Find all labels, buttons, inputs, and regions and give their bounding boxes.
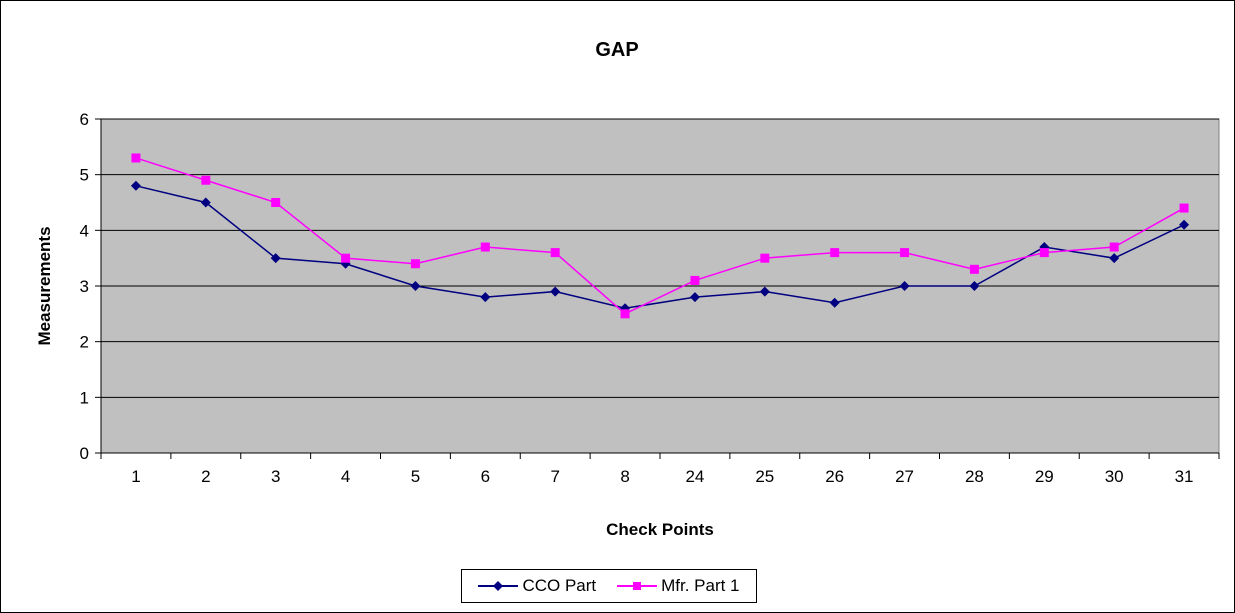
x-tick-label-4: 4: [341, 467, 350, 486]
legend-label-mfr-part-1: Mfr. Part 1: [661, 576, 739, 596]
point-s1-24: [690, 276, 699, 285]
point-s1-6: [481, 243, 490, 252]
y-tick-labels: 0 1 2 3 4 5 6: [80, 110, 89, 463]
legend-entry-cco-part: CCO Part: [478, 576, 596, 596]
x-tick-label-31: 31: [1175, 467, 1194, 486]
x-tick-label-1: 1: [131, 467, 140, 486]
point-s1-31: [1180, 204, 1189, 213]
legend: CCO Part Mfr. Part 1: [461, 569, 757, 603]
x-tick-label-8: 8: [620, 467, 629, 486]
point-s1-1: [131, 153, 140, 162]
point-s1-25: [760, 254, 769, 263]
x-tick-label-3: 3: [271, 467, 280, 486]
y-axis-title: Measurements: [35, 226, 54, 345]
x-tick-label-25: 25: [755, 467, 774, 486]
point-s1-30: [1110, 243, 1119, 252]
x-tick-label-6: 6: [481, 467, 490, 486]
point-s1-27: [900, 248, 909, 257]
y-tick-label-5: 5: [80, 166, 89, 185]
y-tick-label-2: 2: [80, 333, 89, 352]
y-tick-label-6: 6: [80, 110, 89, 129]
legend-swatch-mfr-part-1: [617, 579, 657, 593]
point-s1-5: [411, 259, 420, 268]
legend-swatch-cco-part: [478, 579, 518, 593]
point-s1-7: [551, 248, 560, 257]
legend-label-cco-part: CCO Part: [522, 576, 596, 596]
y-tick-label-3: 3: [80, 277, 89, 296]
x-tick-label-5: 5: [411, 467, 420, 486]
point-s1-8: [621, 309, 630, 318]
x-tick-label-2: 2: [201, 467, 210, 486]
point-s1-3: [271, 198, 280, 207]
x-tick-label-7: 7: [550, 467, 559, 486]
x-tick-label-24: 24: [685, 467, 704, 486]
y-tick-label-1: 1: [80, 388, 89, 407]
y-tick-label-4: 4: [80, 221, 89, 240]
x-tick-label-26: 26: [825, 467, 844, 486]
x-tick-label-28: 28: [965, 467, 984, 486]
legend-entry-mfr-part-1: Mfr. Part 1: [617, 576, 739, 596]
point-s1-26: [830, 248, 839, 257]
point-s1-2: [201, 176, 210, 185]
x-tick-label-29: 29: [1035, 467, 1054, 486]
x-axis-title: Check Points: [606, 520, 714, 539]
point-s1-28: [970, 265, 979, 274]
x-tick-labels: 1 2 3 4 5 6 7 8 24 25 26 27 28 29 30 31: [131, 467, 1193, 486]
y-tick-label-0: 0: [80, 444, 89, 463]
x-tick-label-27: 27: [895, 467, 914, 486]
x-tick-label-30: 30: [1105, 467, 1124, 486]
point-s1-4: [341, 254, 350, 263]
point-s1-29: [1040, 248, 1049, 257]
chart-title: GAP: [595, 39, 638, 61]
